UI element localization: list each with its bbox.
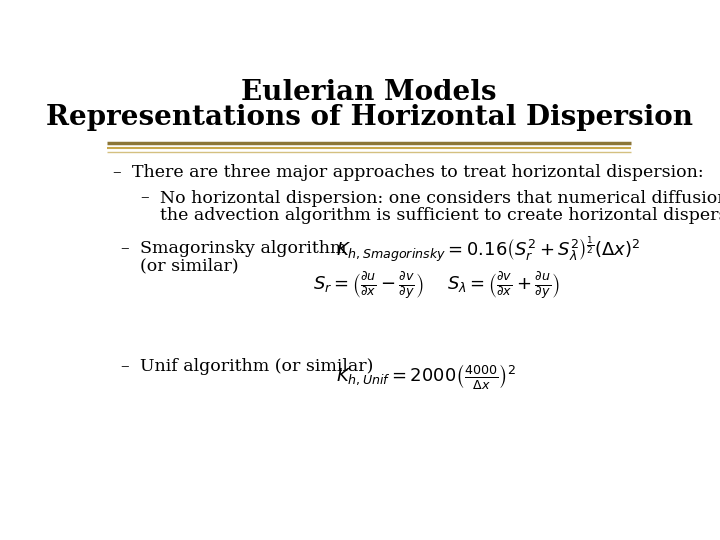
Text: the advection algorithm is sufficient to create horizontal dispersion: the advection algorithm is sufficient to…: [160, 207, 720, 224]
Text: $K_{h,Unif} = 2000\left(\frac{4000}{\Delta x}\right)^2$: $K_{h,Unif} = 2000\left(\frac{4000}{\Del…: [336, 362, 516, 391]
Text: $K_{h,Smagorinsky} = 0.16\left(S_r^2 + S_\lambda^2\right)^{\frac{1}{2}}(\Delta x: $K_{h,Smagorinsky} = 0.16\left(S_r^2 + S…: [336, 234, 640, 265]
Text: –: –: [121, 240, 130, 257]
Text: No horizontal dispersion: one considers that numerical diffusion due to: No horizontal dispersion: one considers …: [160, 190, 720, 206]
Text: There are three major approaches to treat horizontal dispersion:: There are three major approaches to trea…: [132, 164, 703, 181]
Text: –: –: [121, 358, 130, 375]
Text: Representations of Horizontal Dispersion: Representations of Horizontal Dispersion: [45, 104, 693, 131]
Text: $S_\lambda = \left(\frac{\partial v}{\partial x} + \frac{\partial u}{\partial y}: $S_\lambda = \left(\frac{\partial v}{\pa…: [447, 271, 560, 302]
Text: Unif algorithm (or similar): Unif algorithm (or similar): [140, 358, 374, 375]
Text: Smagorinsky algorithm: Smagorinsky algorithm: [140, 240, 347, 257]
Text: –: –: [112, 164, 121, 181]
Text: $S_r = \left(\frac{\partial u}{\partial x} - \frac{\partial v}{\partial y}\right: $S_r = \left(\frac{\partial u}{\partial …: [313, 271, 424, 302]
Text: (or similar): (or similar): [140, 257, 239, 274]
Text: Eulerian Models: Eulerian Models: [241, 79, 497, 106]
Text: –: –: [140, 190, 149, 206]
